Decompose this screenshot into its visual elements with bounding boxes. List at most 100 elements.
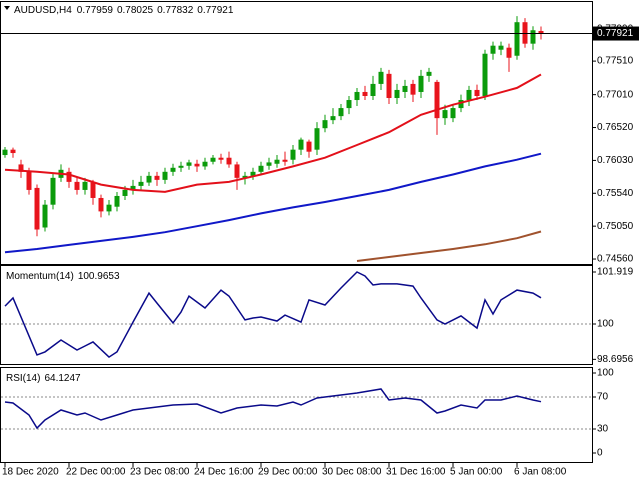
candle-body	[10, 149, 16, 154]
candle-body	[538, 30, 544, 34]
candle-body	[410, 83, 416, 95]
candle-body	[506, 47, 512, 58]
candle-body	[146, 175, 152, 183]
current-price-box	[593, 26, 639, 41]
candle-body	[466, 89, 472, 101]
y-tick-label: 0.76030	[597, 155, 634, 166]
candle-body	[522, 22, 528, 44]
x-tick-label: 22 Dec 00:00	[66, 467, 126, 478]
indicator-name: Momentum(14)	[6, 271, 74, 282]
candle-body	[434, 81, 440, 119]
menu-arrow[interactable]	[4, 6, 10, 10]
x-tick-label: 5 Jan 00:00	[450, 467, 503, 478]
candle-body	[458, 100, 464, 109]
indicator-line	[4, 271, 542, 359]
candle-body	[226, 157, 232, 165]
indicator-value: 64.1247	[44, 373, 81, 384]
indicator-line	[4, 388, 542, 430]
candle-body	[26, 171, 32, 190]
candle-body	[442, 110, 448, 119]
y-tick-label: 0.76520	[597, 122, 634, 133]
candle-body	[306, 141, 312, 152]
candle-body	[266, 162, 272, 166]
candle-body	[274, 159, 280, 164]
candle-body	[258, 165, 264, 172]
candle-body	[250, 171, 256, 176]
x-tick-label: 29 Dec 00:00	[258, 467, 318, 478]
candle-body	[186, 162, 192, 166]
y-tick-label: 0.77510	[597, 56, 634, 67]
candle-body	[282, 159, 288, 162]
candle-body	[202, 161, 208, 167]
open: 0.77959	[77, 5, 114, 16]
candle-body	[378, 71, 384, 84]
moving-average	[4, 152, 542, 254]
y-tick-label: 0.75540	[597, 188, 634, 199]
candle-body	[178, 165, 184, 168]
symbol: AUDUSD,H4	[14, 5, 72, 16]
moving-average	[356, 230, 542, 262]
x-tick-label: 31 Dec 16:00	[386, 467, 446, 478]
candle-body	[74, 181, 80, 190]
candle-body	[482, 53, 488, 96]
candle-body	[50, 177, 56, 205]
candle-body	[122, 189, 128, 196]
y-tick-label: 100	[597, 368, 614, 379]
candle-body	[330, 116, 336, 121]
indicator-value: 100.9653	[78, 271, 120, 282]
main-panel-frame	[0, 1, 593, 265]
candle-body	[362, 91, 368, 96]
high: 0.78025	[117, 5, 154, 16]
y-tick-label: 0.75050	[597, 221, 634, 232]
candle-body	[354, 91, 360, 101]
candle-body	[346, 100, 352, 109]
chart-header: AUDUSD,H4 0.77959 0.78025 0.77832 0.77921	[14, 5, 234, 16]
y-tick-label: 0	[597, 448, 603, 459]
y-tick-label: 70	[597, 392, 609, 403]
y-tick-label: 98.6956	[597, 354, 634, 365]
candle-body	[234, 164, 240, 178]
candle-body	[530, 30, 536, 44]
rsi-panel-frame	[0, 367, 593, 463]
candle-body	[474, 89, 480, 96]
candle-body	[450, 108, 456, 119]
moving-average	[4, 73, 542, 193]
y-tick-label: 0.77010	[597, 89, 634, 100]
momentum-panel-frame	[0, 265, 593, 365]
indicator-header: RSI(14) 64.1247	[6, 373, 81, 384]
candle-body	[418, 75, 424, 92]
candle-body	[66, 171, 72, 182]
close: 0.77921	[197, 5, 234, 16]
candle-body	[514, 22, 520, 56]
candle-body	[82, 181, 88, 190]
candle-body	[18, 164, 24, 172]
y-tick-label: 0.74560	[597, 254, 634, 265]
candle-body	[34, 187, 40, 230]
x-tick-label: 23 Dec 08:00	[130, 467, 190, 478]
candle-body	[498, 45, 504, 50]
y-tick-label: 101.919	[597, 267, 634, 278]
candle-body	[386, 73, 392, 99]
candle-body	[138, 181, 144, 186]
candle-body	[322, 120, 328, 129]
x-tick-label: 30 Dec 08:00	[322, 467, 382, 478]
candle-body	[194, 163, 200, 167]
candles	[2, 16, 544, 237]
candle-body	[298, 139, 304, 150]
candle-body	[290, 149, 296, 160]
candle-body	[2, 149, 8, 156]
x-tick-label: 18 Dec 2020	[2, 467, 59, 478]
candle-body	[402, 85, 408, 92]
y-tick-label: 100	[597, 319, 614, 330]
candle-body	[98, 197, 104, 212]
x-tick-label: 6 Jan 08:00	[514, 467, 567, 478]
candle-body	[338, 108, 344, 117]
candle-body	[426, 71, 432, 76]
current-price-label: 0.77921	[597, 28, 634, 39]
candle-body	[154, 175, 160, 180]
candle-body	[314, 128, 320, 150]
candle-body	[218, 157, 224, 160]
candle-body	[394, 89, 400, 99]
